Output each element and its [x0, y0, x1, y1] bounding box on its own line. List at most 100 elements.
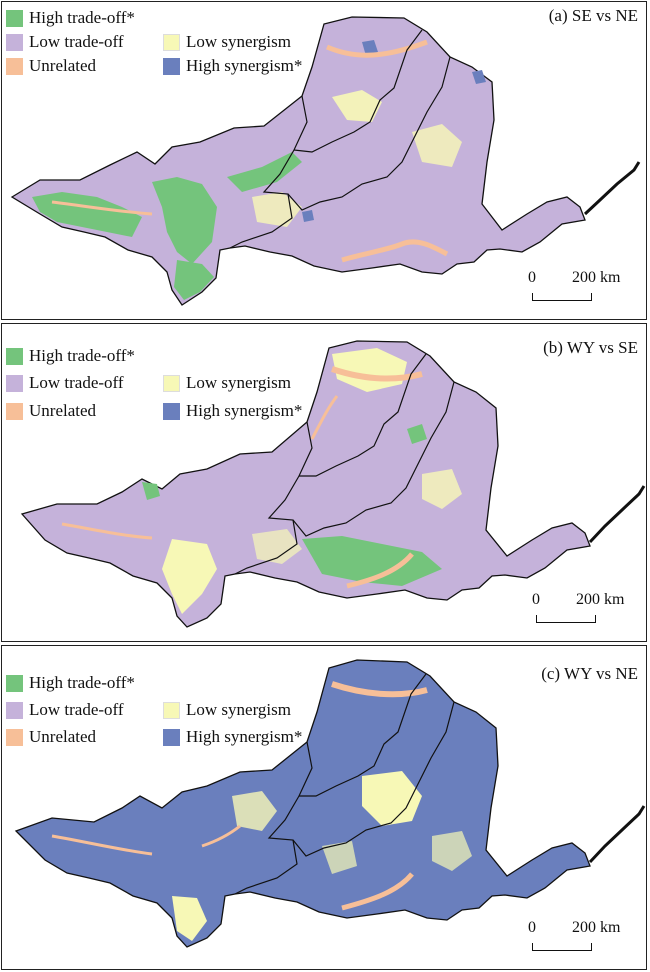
tradeoff-region	[302, 536, 442, 586]
synergism-region	[162, 539, 217, 614]
synergism-region	[232, 791, 277, 831]
legend-swatch	[6, 728, 23, 746]
legend-swatch	[163, 728, 180, 746]
legend-label: Low synergism	[186, 373, 291, 392]
legend-item-high-synergism: High synergism*	[163, 56, 302, 76]
synergism-region	[172, 896, 207, 941]
unrelated-river	[61, 522, 153, 540]
legend-item-high-synergism: High synergism*	[163, 401, 302, 421]
synergism-region	[252, 529, 302, 564]
panel-title: (a) SE vs NE	[548, 6, 638, 25]
legend-label: High trade-off*	[29, 346, 135, 365]
scale-line	[536, 615, 596, 623]
unrelated-river	[51, 200, 153, 216]
legend-label: High synergism*	[186, 56, 303, 75]
legend-swatch	[6, 347, 23, 365]
legend-label: Low synergism	[186, 700, 291, 719]
synergism-region	[422, 469, 462, 509]
legend-label: Unrelated	[29, 727, 97, 746]
legend-item-unrelated: Unrelated	[6, 727, 96, 747]
legend-swatch	[163, 701, 180, 719]
tradeoff-region	[407, 424, 427, 444]
legend-swatch	[6, 9, 23, 27]
legend-item-high-tradeoff: High trade-off*	[6, 673, 135, 693]
legend-swatch	[6, 402, 23, 420]
scale-bar: 0 200 km	[524, 919, 634, 959]
legend-item-high-synergism: High synergism*	[163, 727, 302, 747]
legend-label: High synergism*	[186, 727, 303, 746]
legend-label: High trade-off*	[29, 8, 135, 27]
legend-label: Low trade-off	[29, 700, 124, 719]
legend-swatch	[6, 701, 23, 719]
unrelated-river	[201, 824, 241, 848]
sub-basin-boundary	[229, 95, 308, 249]
scale-end: 200 km	[576, 591, 625, 608]
synergism-region	[412, 124, 462, 167]
map-b	[20, 340, 646, 628]
legend-label: High trade-off*	[29, 673, 135, 692]
sub-basin-boundary	[299, 353, 427, 477]
tradeoff-region	[142, 482, 160, 500]
legend-label: Low trade-off	[29, 373, 124, 392]
synergism-region	[362, 771, 422, 826]
legend-item-low-tradeoff: Low trade-off	[6, 700, 124, 720]
sub-basin-boundary	[234, 741, 313, 895]
scale-line	[532, 293, 592, 301]
scale-start: 0	[532, 591, 540, 608]
legend-label: Low trade-off	[29, 32, 124, 51]
legend-swatch	[163, 33, 180, 51]
sub-basin-boundary	[287, 56, 451, 211]
legend-label: Unrelated	[29, 56, 97, 75]
unrelated-river	[51, 834, 153, 856]
legend-swatch	[6, 33, 23, 51]
scale-bar: 0 200 km	[524, 269, 634, 309]
tradeoff-region	[227, 152, 302, 192]
sub-basin-boundary	[299, 673, 427, 797]
sub-basin-boundary	[292, 381, 455, 537]
legend-item-low-tradeoff: Low trade-off	[6, 32, 124, 52]
unrelated-river	[341, 872, 414, 911]
river-mouth	[583, 161, 641, 216]
sub-basin-boundary	[293, 29, 423, 153]
legend-item-low-synergism: Low synergism	[163, 373, 291, 393]
unrelated-river	[341, 239, 449, 263]
sub-basin-boundary	[292, 701, 455, 857]
sub-basin-boundary	[234, 421, 313, 575]
legend: High trade-off* Low trade-off Unrelated …	[6, 652, 336, 746]
legend: High trade-off* Low trade-off Unrelated …	[6, 8, 336, 88]
unrelated-river	[331, 366, 423, 382]
legend: High trade-off* Low trade-off Unrelated …	[6, 330, 336, 420]
legend-swatch	[6, 57, 23, 75]
unrelated-river	[346, 552, 414, 589]
panel-title: (c) WY vs NE	[541, 664, 638, 683]
scale-start: 0	[528, 919, 536, 936]
river-mouth	[588, 805, 646, 864]
panel-c: High trade-off* Low trade-off Unrelated …	[1, 645, 647, 970]
unrelated-river	[331, 681, 428, 698]
unrelated-river	[310, 395, 339, 440]
unrelated-river	[326, 39, 428, 58]
legend-item-unrelated: Unrelated	[6, 401, 96, 421]
legend-item-high-tradeoff: High trade-off*	[6, 346, 135, 366]
legend-item-low-synergism: Low synergism	[163, 700, 291, 720]
legend-swatch	[163, 402, 180, 420]
legend-label: High synergism*	[186, 401, 303, 420]
scale-end: 200 km	[572, 919, 621, 936]
river-basin-shape	[20, 340, 591, 628]
river-mouth	[588, 485, 646, 544]
legend-item-high-tradeoff: High trade-off*	[6, 8, 135, 28]
panel-b: High trade-off* Low trade-off Unrelated …	[1, 323, 647, 642]
synergism-region	[432, 831, 472, 871]
panel-a: High trade-off* Low trade-off Unrelated …	[1, 1, 647, 320]
legend-item-low-tradeoff: Low trade-off	[6, 373, 124, 393]
panel-title: (b) WY vs SE	[543, 338, 638, 357]
legend-item-unrelated: Unrelated	[6, 56, 96, 76]
legend-item-low-synergism: Low synergism	[163, 32, 291, 52]
map-c	[14, 659, 646, 948]
synergism-region	[332, 90, 382, 122]
synergism-region	[322, 841, 357, 874]
legend-swatch	[6, 674, 23, 692]
scale-bar: 0 200 km	[524, 591, 634, 631]
legend-swatch	[6, 374, 23, 392]
